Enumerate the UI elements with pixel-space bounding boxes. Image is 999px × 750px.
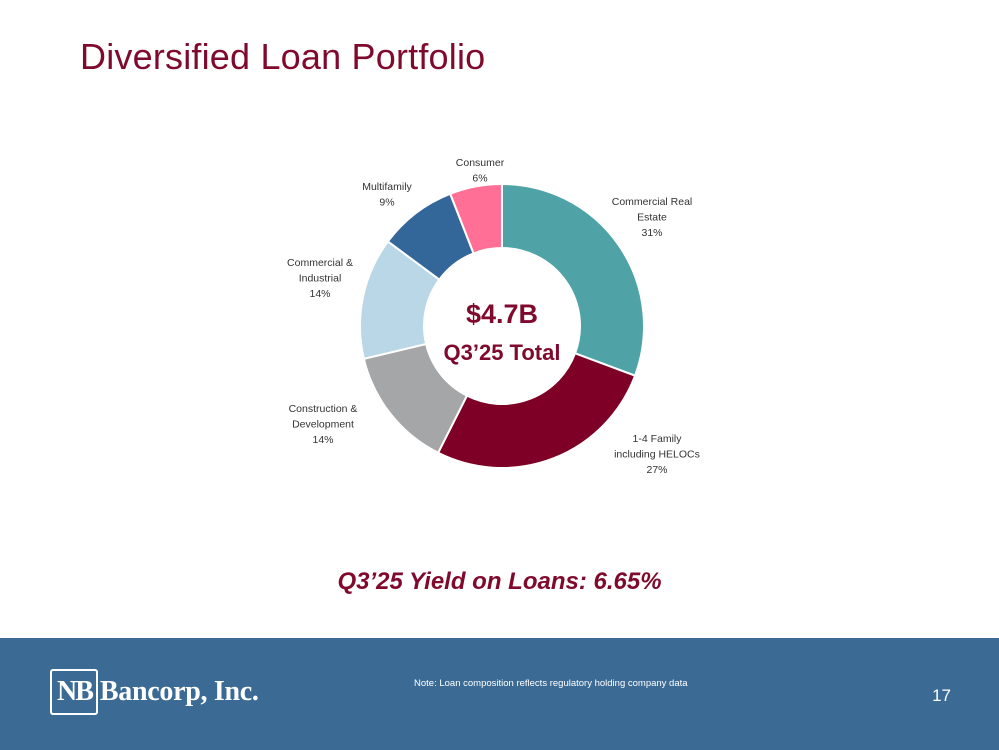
logo-mark: NB [50,669,98,715]
loan-portfolio-donut-chart: Commercial Real Estate 31% 1-4 Family includ… [287,157,700,476]
segment-label-2: 1-4 Family including HELOCs 27% [614,433,700,476]
segment-label-6: Consumer 6% [456,157,505,185]
segment-label-5: Multifamily 9% [362,181,412,209]
donut-segments [359,182,645,469]
footer-bar: NB Bancorp, Inc. Note: Loan composition … [0,638,999,750]
donut-segment-6 [448,182,503,255]
logo-company-name: Bancorp, Inc. [99,676,259,707]
segment-label-1: Commercial Real Estate 31% [612,196,693,239]
segment-label-4: Commercial & Industrial 14% [287,257,353,300]
company-logo: NB Bancorp, Inc. [50,669,259,715]
segment-label-3: Construction & Development 14% [289,403,358,446]
donut-labels: Commercial Real Estate 31% 1-4 Family includ… [287,157,700,476]
footnote: Note: Loan composition reflects regulato… [414,678,688,689]
donut-segment-1 [501,182,645,378]
center-total-label: Q3’25 Total [444,340,561,365]
yield-on-loans-text: Q3’25 Yield on Loans: 6.65% [337,568,662,595]
center-total-value: $4.7B [466,299,538,329]
page-title: Diversified Loan Portfolio [80,36,486,77]
page-number: 17 [932,686,951,705]
donut-segment-2 [436,352,637,469]
